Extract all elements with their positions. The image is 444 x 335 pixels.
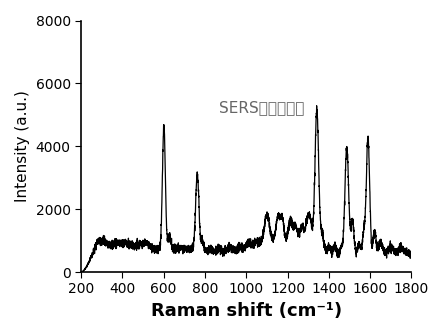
Text: SERS生物传感器: SERS生物传感器 <box>219 100 305 115</box>
X-axis label: Raman shift (cm⁻¹): Raman shift (cm⁻¹) <box>151 302 342 320</box>
Y-axis label: Intensity (a.u.): Intensity (a.u.) <box>15 90 30 202</box>
